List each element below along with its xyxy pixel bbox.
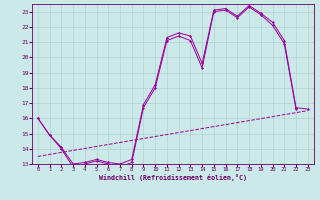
X-axis label: Windchill (Refroidissement éolien,°C): Windchill (Refroidissement éolien,°C) xyxy=(99,174,247,181)
